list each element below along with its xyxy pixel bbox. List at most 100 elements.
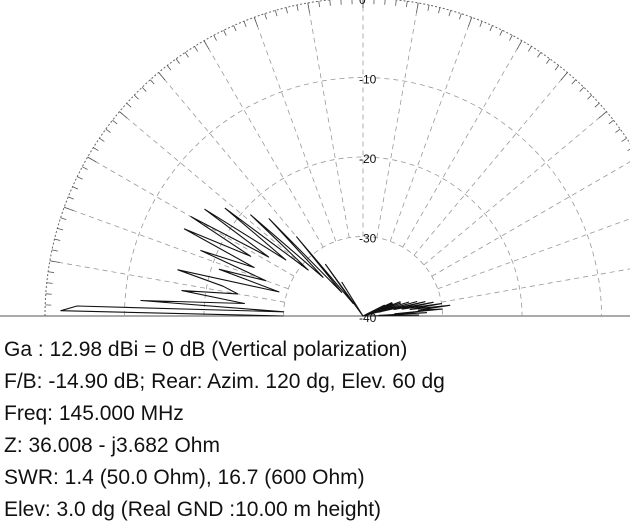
front-back-line: F/B: -14.90 dB; Rear: Azim. 120 dg, Elev… xyxy=(4,370,445,393)
outer-tick xyxy=(213,35,217,41)
outer-tick xyxy=(46,282,53,284)
outer-tick xyxy=(194,46,199,52)
outer-tick xyxy=(64,206,74,212)
outer-tick xyxy=(184,52,189,58)
frequency-line: Freq: 145.000 MHz xyxy=(4,402,184,425)
outer-tick xyxy=(554,65,560,71)
ring--20 xyxy=(203,156,523,317)
ring-label-0: 0 xyxy=(359,0,366,7)
grid-spoke xyxy=(389,17,473,242)
outer-tick xyxy=(54,238,61,241)
outer-tick xyxy=(233,25,237,32)
outer-tick xyxy=(133,94,139,100)
outer-tick xyxy=(141,86,147,92)
grid-spoke xyxy=(203,40,324,248)
outer-tick xyxy=(253,17,259,27)
outer-tick xyxy=(527,46,532,52)
outer-tick xyxy=(223,30,227,36)
outer-tick xyxy=(274,10,278,17)
ring--30 xyxy=(283,236,443,317)
ring-label--10: -10 xyxy=(359,73,377,87)
outer-tick xyxy=(594,102,600,108)
outer-tick xyxy=(627,148,630,152)
outer-tick xyxy=(615,128,621,133)
outer-tick xyxy=(57,227,64,231)
outer-tick xyxy=(489,25,493,32)
outer-tick xyxy=(48,271,55,273)
outer-tick xyxy=(406,1,408,8)
ring-label--20: -20 xyxy=(359,152,377,166)
outer-tick xyxy=(203,40,210,50)
outer-tick xyxy=(587,94,593,100)
outer-tick xyxy=(499,30,503,36)
impedance-line: Z: 36.008 - j3.682 Ohm xyxy=(4,434,220,457)
outer-tick xyxy=(112,119,118,125)
outer-tick xyxy=(296,4,299,11)
outer-tick xyxy=(579,86,585,92)
ring-label--30: -30 xyxy=(359,232,377,246)
outer-tick xyxy=(77,176,83,180)
outer-tick xyxy=(285,7,288,14)
outer-tick xyxy=(427,4,430,11)
radiation-pattern xyxy=(60,207,451,317)
grid-spoke xyxy=(437,218,630,290)
grid-spoke xyxy=(441,268,630,303)
outer-tick xyxy=(546,58,551,64)
outer-tick xyxy=(448,10,452,17)
outer-tick xyxy=(51,249,58,252)
outer-tick xyxy=(158,72,166,81)
grid-spoke xyxy=(423,111,607,266)
outer-tick xyxy=(72,186,79,190)
grid-spoke xyxy=(307,2,350,238)
polar-rings xyxy=(44,0,630,317)
grid-spoke xyxy=(119,111,303,266)
outer-tick xyxy=(318,1,320,8)
outer-tick xyxy=(479,21,483,27)
elevation-line: Elev: 3.0 dg (Real GND :10.00 m height) xyxy=(4,498,382,521)
outer-tick xyxy=(307,2,310,13)
outer-tick xyxy=(571,79,577,85)
ring--10 xyxy=(124,77,602,317)
outer-tick xyxy=(537,52,542,58)
outer-tick xyxy=(438,7,441,14)
grid-spoke xyxy=(402,40,523,248)
grid-spoke xyxy=(64,206,289,290)
outer-tick xyxy=(598,111,607,119)
outer-tick xyxy=(82,166,88,170)
antenna-info: Ga : 12.98 dBi = 0 dB (Vertical polariza… xyxy=(0,334,630,526)
outer-tick xyxy=(93,147,99,152)
ring-label--40: -40 xyxy=(359,311,377,325)
outer-tick xyxy=(516,40,523,50)
outer-tick xyxy=(467,17,473,27)
polar-plot: 0 -10 -20 -30 -40 xyxy=(0,0,630,325)
pattern-trace-0 xyxy=(60,207,451,317)
ring-labels: 0 -10 -20 -30 -40 xyxy=(359,0,377,325)
outer-tick xyxy=(329,0,331,6)
outer-tick xyxy=(175,58,180,64)
grid-spoke xyxy=(253,17,337,242)
grid-spoke xyxy=(376,2,419,238)
outer-tick xyxy=(49,260,60,263)
outer-tick xyxy=(395,0,397,6)
grid-spoke xyxy=(158,72,313,256)
outer-tick xyxy=(87,156,97,163)
outer-tick xyxy=(509,35,513,41)
outer-tick xyxy=(560,72,568,81)
outer-tick xyxy=(621,137,627,142)
outer-tick xyxy=(99,137,105,142)
outer-tick xyxy=(119,111,128,119)
outer-tick xyxy=(264,13,267,20)
outer-tick xyxy=(68,196,74,200)
grid-spoke xyxy=(49,260,285,303)
outer-tick xyxy=(126,102,132,108)
swr-line: SWR: 1.4 (50.0 Ohm), 16.7 (600 Ohm) xyxy=(4,466,365,489)
outer-tick xyxy=(459,13,462,20)
outer-tick xyxy=(105,128,111,133)
outer-tick xyxy=(166,65,172,71)
grid-spoke xyxy=(431,161,630,277)
outer-tick xyxy=(416,2,419,13)
outer-tick xyxy=(608,119,614,125)
outer-tick xyxy=(60,217,67,220)
ring-0 xyxy=(44,0,630,317)
polar-grid xyxy=(0,0,630,317)
